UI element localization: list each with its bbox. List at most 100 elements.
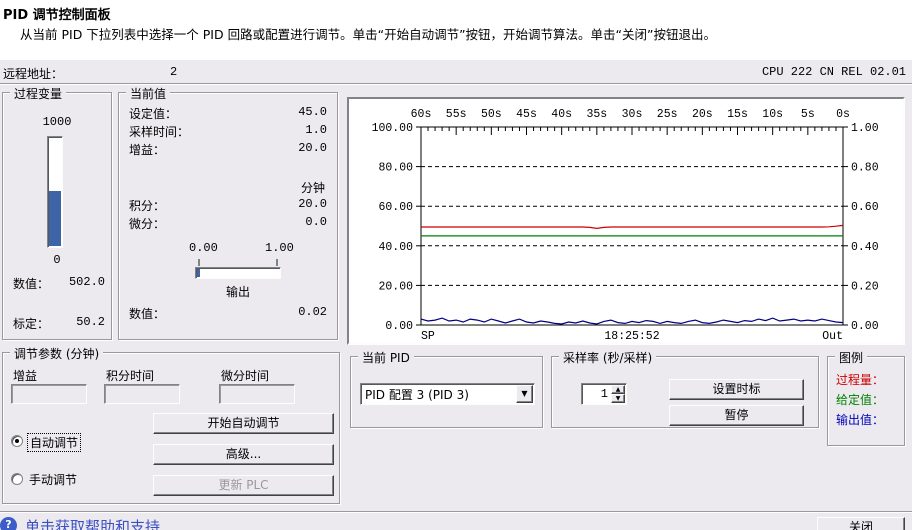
sample-time-label: 采样时间：	[129, 125, 190, 139]
current-values-title: 当前值	[126, 85, 171, 102]
chevron-down-icon[interactable]: ▼	[516, 385, 533, 403]
setpoint-value: 45.0	[298, 105, 327, 119]
legend-process-value: 过程量：	[836, 373, 885, 387]
footer-divider	[0, 511, 912, 513]
manual-tune-radio[interactable]	[11, 473, 23, 485]
gauge-min-label: 0	[53, 253, 61, 267]
set-timescale-button[interactable]: 设置时标	[669, 379, 804, 400]
update-plc-button[interactable]: 更新 PLC	[153, 475, 334, 496]
slider-tick-right	[276, 259, 278, 266]
pv-scaled-label: 标定：	[13, 317, 50, 331]
gain-label: 增益：	[129, 143, 166, 157]
remote-address-value: 2	[170, 65, 178, 79]
output-value: 0.02	[298, 305, 327, 319]
pid-select-value: PID 配置 3 (PID 3)	[365, 388, 469, 402]
sample-rate-title: 采样率 (秒/采样)	[559, 349, 657, 366]
sample-rate-spinner[interactable]: 1 ▲ ▼	[581, 383, 627, 405]
derivative-value: 0.0	[305, 215, 327, 229]
pv-value: 502.0	[68, 275, 105, 289]
svg-text:18:25:52: 18:25:52	[604, 330, 659, 343]
pause-button[interactable]: 暂停	[669, 405, 804, 426]
svg-text:20.00: 20.00	[378, 280, 413, 293]
pid-select[interactable]: PID 配置 3 (PID 3) ▼	[360, 383, 535, 405]
svg-text:45s: 45s	[516, 108, 537, 121]
slider-tick-left	[198, 259, 200, 266]
svg-text:0.00: 0.00	[851, 320, 879, 333]
svg-text:30s: 30s	[622, 108, 643, 121]
current-pid-group: 当前 PID PID 配置 3 (PID 3) ▼	[350, 349, 543, 428]
svg-text:25s: 25s	[657, 108, 678, 121]
setpoint-label: 设定值：	[129, 107, 178, 121]
svg-text:35s: 35s	[586, 108, 607, 121]
svg-text:5s: 5s	[801, 108, 815, 121]
svg-text:0s: 0s	[836, 108, 850, 121]
close-button[interactable]: 关闭	[817, 517, 905, 530]
svg-text:15s: 15s	[727, 108, 748, 121]
sample-rate-value: 1	[600, 387, 608, 401]
output-caption: 输出	[225, 285, 250, 299]
svg-text:40.00: 40.00	[378, 241, 413, 254]
radio-selected-dot	[15, 439, 19, 443]
current-values-group: 当前值 设定值： 45.0 采样时间： 1.0 增益： 20.0 分钟 积分： …	[118, 85, 338, 340]
advanced-button[interactable]: 高级...	[153, 444, 334, 465]
output-gauge	[195, 267, 281, 279]
spinner-up-icon[interactable]: ▲	[611, 385, 625, 394]
remote-address-label: 远程地址：	[3, 67, 64, 81]
help-icon[interactable]: ?	[0, 517, 17, 530]
page-title: PID 调节控制面板	[3, 8, 111, 23]
trend-chart-svg: 60s 55s 50s 45s 40s 35s 30s 25s 20s 15s 10s 5s 0s 100…	[372, 108, 879, 343]
trend-chart: 60s 55s 50s 45s 40s 35s 30s 25s 20s 15s 10s 5s 0s 100…	[347, 97, 905, 345]
output-value-label: 数值：	[129, 307, 166, 321]
integral-label: 积分：	[129, 199, 166, 213]
cpu-info: CPU 222 CN REL 02.01	[761, 65, 906, 79]
svg-text:50s: 50s	[481, 108, 502, 121]
minutes-label: 分钟	[300, 181, 325, 195]
svg-text:SP: SP	[421, 330, 435, 343]
sample-time-value: 1.0	[305, 123, 327, 137]
tp-derivative-label: 微分时间	[221, 369, 270, 383]
svg-text:0.00: 0.00	[385, 320, 413, 333]
spinner-down-icon[interactable]: ▼	[611, 394, 625, 403]
sample-rate-group: 采样率 (秒/采样) 1 ▲ ▼ 设置时标 暂停	[551, 349, 819, 428]
process-variable-title: 过程变量	[10, 85, 67, 102]
svg-text:0.60: 0.60	[851, 201, 879, 214]
legend-title: 图例	[835, 349, 868, 366]
current-pid-title: 当前 PID	[358, 349, 414, 366]
derivative-label: 微分：	[129, 217, 166, 231]
auto-tune-radio[interactable]	[11, 435, 23, 447]
tuning-params-group: 调节参数 (分钟) 增益 积分时间 微分时间 自动调节 手动调节 开始自动调节 …	[2, 345, 340, 504]
legend-setpoint: 给定值：	[836, 393, 885, 407]
gauge-fill	[49, 190, 61, 246]
svg-text:20s: 20s	[692, 108, 713, 121]
svg-text:0.80: 0.80	[851, 162, 879, 175]
legend-group: 图例 过程量： 给定值： 输出值：	[827, 349, 905, 446]
svg-text:0.20: 0.20	[851, 280, 879, 293]
svg-text:80.00: 80.00	[378, 162, 413, 175]
tuning-params-title: 调节参数 (分钟)	[10, 345, 104, 362]
start-autotune-button[interactable]: 开始自动调节	[153, 413, 334, 434]
manual-tune-radio-label[interactable]: 手动调节	[29, 473, 78, 487]
svg-text:55s: 55s	[446, 108, 467, 121]
output-gauge-fill	[197, 269, 200, 277]
pv-value-label: 数值：	[13, 277, 50, 291]
auto-tune-radio-label[interactable]: 自动调节	[27, 433, 82, 452]
svg-text:10s: 10s	[762, 108, 783, 121]
svg-text:0.40: 0.40	[851, 241, 879, 254]
svg-text:100.00: 100.00	[372, 122, 414, 135]
svg-text:60s: 60s	[411, 108, 432, 121]
svg-text:60.00: 60.00	[378, 201, 413, 214]
derivative-time-input[interactable]	[219, 384, 295, 404]
output-slider-max-label: 1.00	[265, 241, 294, 255]
gain-input[interactable]	[11, 384, 87, 404]
gain-value: 20.0	[298, 141, 327, 155]
legend-output: 输出值：	[836, 413, 885, 427]
status-bar: 远程地址： 2 CPU 222 CN REL 02.01	[0, 60, 912, 84]
page-description: 从当前 PID 下拉列表中选择一个 PID 回路或配置进行调节。单击“开始自动调…	[20, 27, 716, 42]
process-variable-gauge	[47, 136, 63, 248]
svg-text:Out: Out	[822, 330, 843, 343]
process-variable-group: 过程变量 1000 0 数值： 502.0 标定： 50.2	[2, 85, 112, 340]
tp-gain-label: 增益	[13, 369, 38, 383]
integral-time-input[interactable]	[104, 384, 180, 404]
tp-integral-label: 积分时间	[106, 369, 155, 383]
svg-text:40s: 40s	[551, 108, 572, 121]
